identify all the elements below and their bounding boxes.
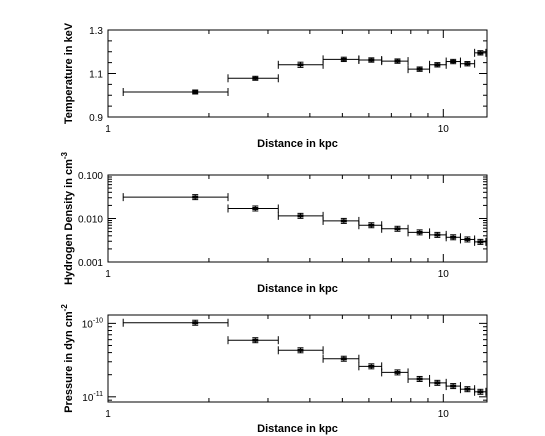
temperature-data-point: [450, 60, 457, 64]
density-y-tick-label: 0.010: [78, 215, 103, 226]
temperature-y-tick-label: 1.1: [89, 70, 103, 81]
pressure-x-tick-label: 1: [105, 409, 111, 420]
temperature-data-point: [340, 57, 347, 61]
pressure-data-point: [464, 387, 471, 391]
temperature-data-point: [368, 58, 375, 62]
density-data-point: [394, 227, 401, 231]
temperature-data-point: [464, 62, 471, 66]
density-data-point: [297, 214, 304, 218]
temperature-data-point: [394, 59, 401, 63]
pressure-y-axis-label: Pressure in dyn cm-2: [60, 304, 75, 413]
pressure-y-tick-label: 10-10: [82, 317, 103, 330]
pressure-data-point: [450, 384, 457, 388]
density-data-point: [464, 237, 471, 241]
temperature-y-tick-label: 0.9: [89, 113, 103, 124]
temperature-data-point: [416, 67, 423, 71]
pressure-y-tick-exponent: -11: [93, 391, 103, 398]
pressure-y-axis-label-text: Pressure in dyn cm: [63, 311, 75, 413]
density-y-tick-label: 0.001: [78, 258, 103, 269]
pressure-y-tick-base: 10: [82, 393, 94, 404]
temperature-data-point: [434, 63, 441, 67]
temperature-y-axis-label: Temperature in keV: [63, 22, 75, 124]
density-y-tick-label: 0.100: [78, 171, 103, 182]
temperature-x-tick-label: 10: [438, 124, 450, 135]
pressure-data-point: [252, 338, 259, 342]
density-data-point: [416, 230, 423, 234]
density-data-point: [192, 195, 199, 199]
density-x-tick-label: 1: [105, 269, 111, 280]
pressure-data-point: [394, 370, 401, 374]
density-data-point: [434, 233, 441, 237]
temperature-x-tick-label: 1: [105, 124, 111, 135]
pressure-x-axis-label: Distance in kpc: [257, 423, 338, 435]
temperature-data-point: [477, 51, 484, 55]
density-y-axis-label-exponent: -3: [60, 151, 69, 159]
pressure-data-point: [434, 381, 441, 385]
density-x-axis-label: Distance in kpc: [257, 283, 338, 295]
pressure-x-tick-label: 10: [438, 409, 450, 420]
temperature-plot-frame: [107, 29, 488, 118]
pressure-data-point: [368, 364, 375, 368]
density-y-axis-label: Hydrogen Density in cm-3: [60, 151, 75, 285]
temperature-y-tick-label: 1.3: [89, 26, 103, 37]
pressure-y-axis-label-exponent: -2: [60, 304, 69, 312]
pressure-data-point: [416, 377, 423, 381]
density-data-point: [252, 206, 259, 210]
pressure-data-point: [477, 390, 484, 394]
pressure-y-tick-base: 10: [82, 319, 94, 330]
density-y-axis-label-text: Hydrogen Density in cm: [63, 159, 75, 285]
density-panel: 1 10 0.001 0.010 0.100 Distance in kpc Hydroge…: [60, 151, 488, 295]
density-data-point: [477, 240, 484, 244]
pressure-data-point: [297, 348, 304, 352]
pressure-data-point: [192, 321, 199, 325]
temperature-data-point: [297, 63, 304, 67]
pressure-plot-frame: [107, 314, 488, 403]
temperature-x-axis-label: Distance in kpc: [257, 138, 338, 150]
density-data-point: [368, 223, 375, 227]
density-x-tick-label: 10: [438, 269, 450, 280]
temperature-data-point: [252, 76, 259, 80]
density-data-point: [340, 219, 347, 223]
temperature-panel: 1 10 0.9 1.1 1.3 Distance in kpc Temperature i…: [63, 22, 488, 150]
pressure-data-point: [340, 357, 347, 361]
pressure-y-tick-exponent: -10: [93, 317, 103, 324]
temperature-y-axis-label-text: Temperature in keV: [63, 22, 75, 124]
temperature-data-point: [192, 90, 199, 94]
density-data-point: [450, 235, 457, 239]
pressure-y-tick-label: 10-11: [82, 391, 103, 404]
